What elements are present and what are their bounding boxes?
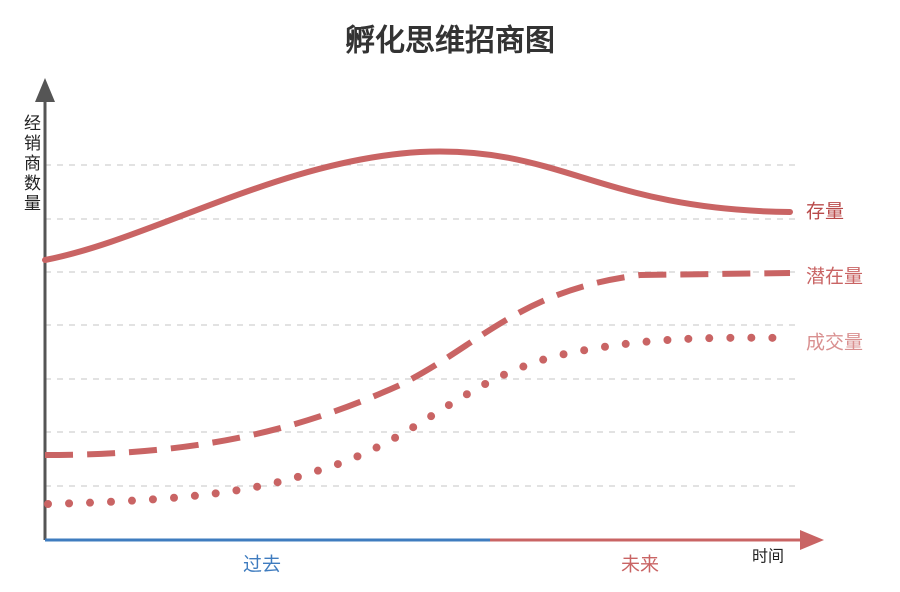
potential-curve	[44, 270, 791, 458]
series-label: 成交量	[806, 332, 863, 354]
title: 孵化思维招商图	[345, 24, 555, 59]
stock-curve	[42, 148, 793, 263]
grid	[45, 164, 795, 487]
series-label: 存量	[806, 201, 844, 223]
x-segment-label: 未来	[621, 554, 659, 576]
deal-curve	[44, 333, 794, 508]
x-axis-label: 时间	[752, 547, 784, 566]
x-segment-label: 过去	[243, 554, 281, 576]
y-axis-label: 经销商数量	[20, 114, 40, 214]
x-axis-arrow	[800, 530, 824, 550]
y-axis-arrow	[35, 78, 55, 102]
series-label: 潜在量	[806, 266, 863, 288]
